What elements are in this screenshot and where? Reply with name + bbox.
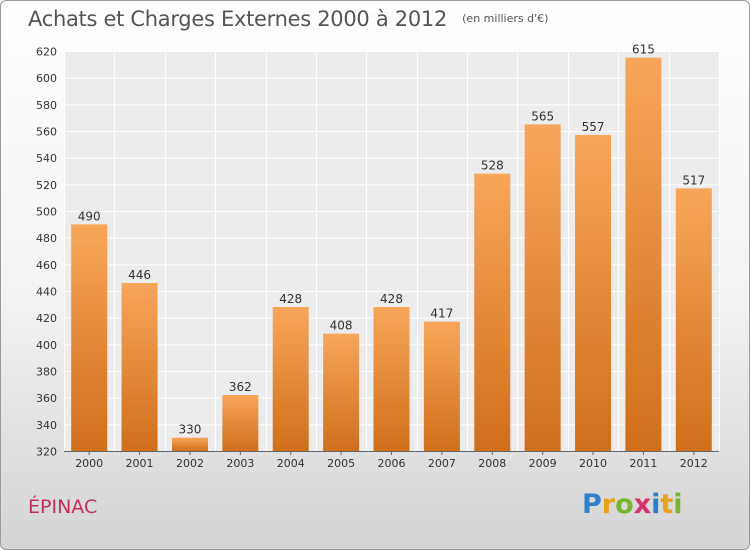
proxiti-logo: Proxiti — [582, 489, 683, 520]
bar-value-label: 615 — [632, 43, 655, 57]
y-tick-label: 320 — [36, 446, 57, 459]
y-tick-label: 500 — [36, 206, 57, 219]
x-tick-label: 2009 — [529, 457, 557, 470]
x-tick-label: 2004 — [277, 457, 305, 470]
bar-value-label: 446 — [128, 268, 151, 282]
x-tick-label: 2011 — [629, 457, 657, 470]
y-tick-label: 420 — [36, 312, 57, 325]
x-tick-label: 2007 — [428, 457, 456, 470]
chart-title: Achats et Charges Externes 2000 à 2012 — [28, 7, 448, 31]
logo-letter: o — [615, 489, 634, 520]
bar — [71, 224, 108, 451]
title-block: Achats et Charges Externes 2000 à 2012 (… — [28, 7, 548, 31]
bar — [524, 124, 561, 451]
bar-value-label: 417 — [430, 307, 453, 321]
y-tick-label: 460 — [36, 259, 57, 272]
x-tick-label: 2002 — [176, 457, 204, 470]
x-tick-label: 2005 — [327, 457, 355, 470]
chart-unit: (en milliers d'€) — [462, 12, 549, 25]
x-tick-label: 2010 — [579, 457, 607, 470]
x-tick-label: 2012 — [680, 457, 708, 470]
bar — [423, 321, 460, 451]
x-tick-label: 2008 — [478, 457, 506, 470]
bar — [474, 173, 511, 451]
logo-letter: r — [601, 489, 616, 520]
bar — [121, 283, 158, 451]
logo-letter: i — [651, 489, 661, 520]
y-tick-label: 380 — [36, 366, 57, 379]
bar — [171, 437, 208, 451]
commune-name: ÉPINAC — [28, 496, 98, 518]
bar-value-label: 490 — [78, 209, 101, 223]
x-tick-label: 2000 — [75, 457, 103, 470]
y-tick-label: 560 — [36, 126, 57, 139]
y-tick-label: 600 — [36, 72, 57, 85]
bar — [625, 57, 662, 452]
x-tick-label: 2006 — [378, 457, 406, 470]
bar — [272, 307, 309, 451]
bar — [323, 333, 360, 451]
bar — [575, 135, 612, 451]
bar-value-label: 557 — [582, 120, 605, 134]
bar-value-label: 408 — [330, 319, 353, 333]
x-tick-label: 2003 — [226, 457, 254, 470]
bar — [373, 307, 410, 451]
logo-letter: x — [633, 489, 652, 520]
bar-value-label: 565 — [531, 109, 554, 123]
bar — [222, 395, 259, 451]
y-tick-label: 360 — [36, 392, 57, 405]
logo-letter: i — [673, 489, 683, 520]
bar-value-label: 362 — [229, 380, 252, 394]
y-tick-label: 520 — [36, 179, 57, 192]
y-tick-label: 480 — [36, 232, 57, 245]
bar-value-label: 428 — [279, 292, 302, 306]
y-tick-label: 620 — [36, 46, 57, 59]
y-tick-label: 340 — [36, 419, 57, 432]
bars: 490 446 330 362 428 408 428 417 528 565 557 615 517 — [71, 43, 712, 452]
logo-letter: t — [660, 489, 674, 520]
x-axis: 2000 2001 2002 2003 2004 2005 2006 2007 2008 2009… — [75, 451, 708, 470]
bar-value-label: 528 — [481, 159, 504, 173]
y-tick-label: 580 — [36, 99, 57, 112]
bar — [675, 188, 712, 452]
y-tick-label: 400 — [36, 339, 57, 352]
y-tick-label: 440 — [36, 286, 57, 299]
x-tick-label: 2001 — [126, 457, 154, 470]
bar-value-label: 428 — [380, 292, 403, 306]
bar-value-label: 517 — [682, 173, 705, 187]
logo-letter: P — [582, 489, 602, 520]
bar-value-label: 330 — [179, 423, 202, 437]
y-tick-label: 540 — [36, 152, 57, 165]
